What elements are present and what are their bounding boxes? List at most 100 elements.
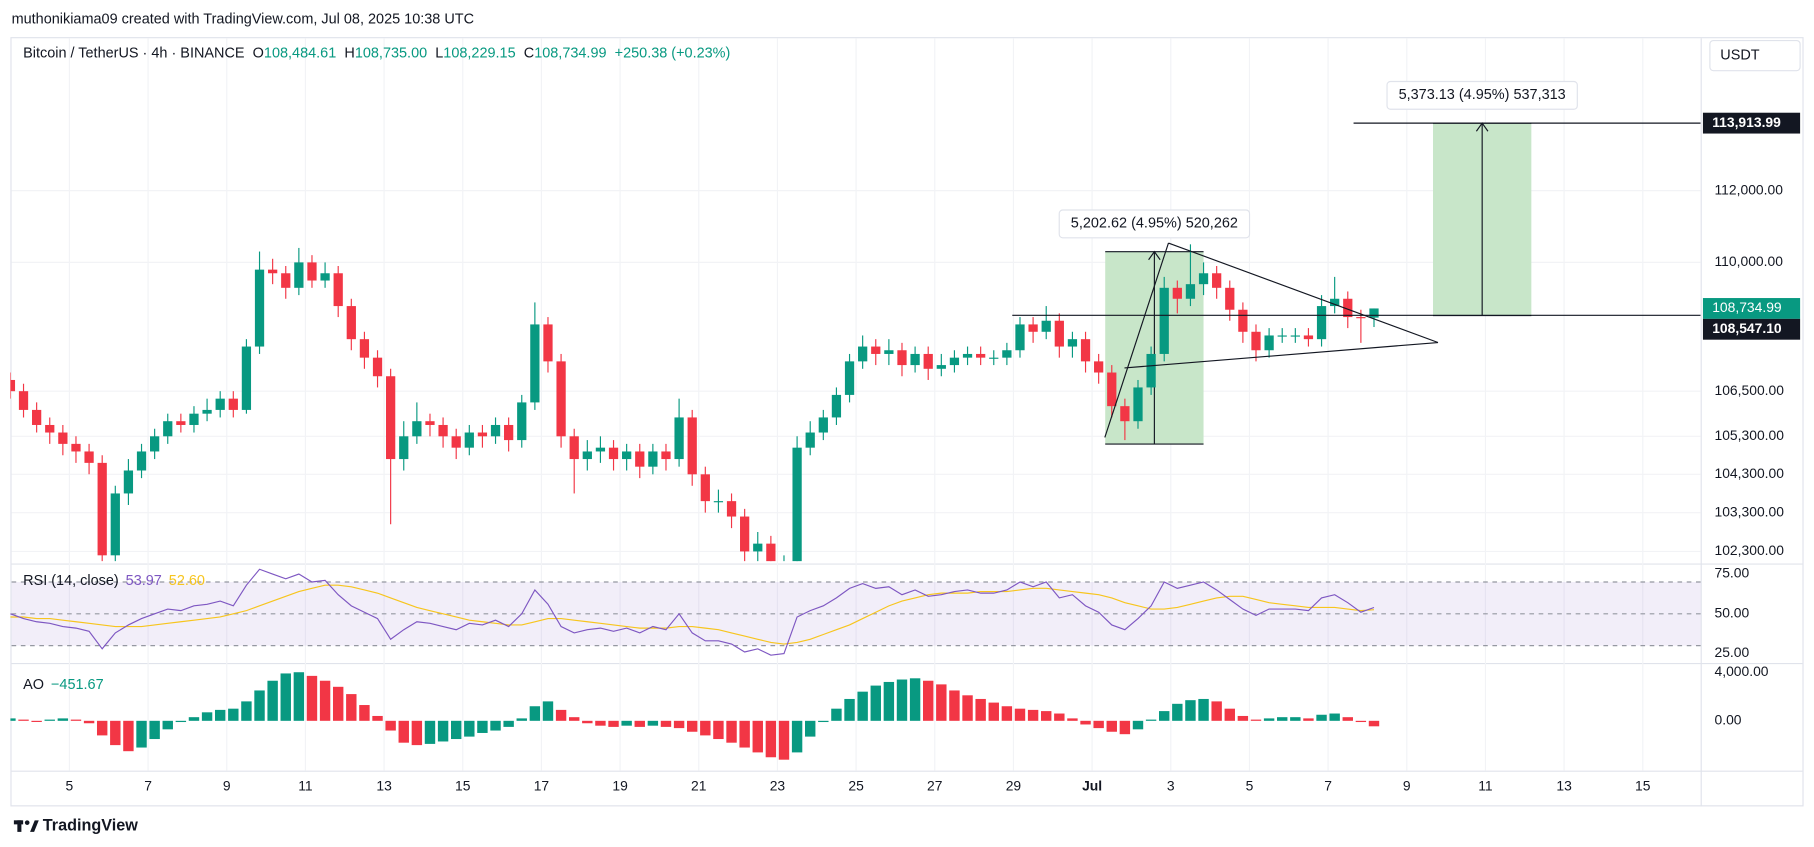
ao-bar bbox=[1263, 718, 1275, 721]
candle-body bbox=[1316, 306, 1327, 340]
ao-legend: AO −451.67 bbox=[23, 677, 103, 693]
ao-bar bbox=[83, 720, 95, 724]
rsi-line bbox=[10, 568, 1375, 656]
rsi-tick-label: 25.00 bbox=[1715, 644, 1750, 660]
x-tick-label: 27 bbox=[927, 777, 943, 793]
candle-body bbox=[359, 339, 370, 358]
ao-bar bbox=[1014, 708, 1026, 721]
ao-bar bbox=[765, 720, 777, 758]
last-price-box bbox=[1702, 298, 1801, 319]
rsi-title: RSI (14, close) bbox=[23, 573, 119, 589]
rsi-tick-label: 50.00 bbox=[1715, 604, 1750, 620]
ao-bar bbox=[1093, 720, 1104, 729]
rsi-ma-value: 52.60 bbox=[169, 573, 205, 589]
x-tick-label: 13 bbox=[376, 777, 392, 793]
candle-body bbox=[163, 421, 173, 437]
candle-body bbox=[740, 516, 750, 552]
y-tick-label: 112,000.00 bbox=[1715, 181, 1784, 197]
ao-bar bbox=[228, 708, 239, 721]
candle-body bbox=[858, 346, 868, 362]
x-tick-label: 9 bbox=[1403, 777, 1411, 793]
candle-body bbox=[543, 324, 553, 362]
ao-bar bbox=[44, 719, 55, 721]
candle-body bbox=[608, 447, 619, 460]
candle-body bbox=[1028, 324, 1038, 332]
candle-body bbox=[1198, 273, 1209, 285]
candle-body bbox=[1107, 372, 1117, 407]
ao-bar bbox=[791, 720, 803, 753]
ao-bar bbox=[1067, 718, 1078, 721]
measure-label: 5,202.62 (4.95%) 520,262 bbox=[1071, 216, 1238, 232]
ao-bar bbox=[621, 720, 632, 726]
ao-bar bbox=[1329, 713, 1340, 721]
ao-bar bbox=[1041, 711, 1052, 721]
ao-bar bbox=[437, 720, 449, 742]
ao-bar bbox=[975, 698, 986, 721]
ao-bar bbox=[306, 675, 318, 721]
candle-body bbox=[10, 379, 16, 392]
ohlc-value: 108,484.61 bbox=[264, 45, 336, 61]
frame bbox=[10, 37, 1804, 807]
price-line-box bbox=[1702, 318, 1801, 340]
ao-bar bbox=[857, 691, 868, 721]
x-tick-label: 7 bbox=[144, 777, 152, 793]
x-tick-label: Jul bbox=[1082, 777, 1102, 793]
x-tick-label: 11 bbox=[1478, 777, 1493, 793]
ao-bar bbox=[936, 684, 947, 721]
candle-body bbox=[1356, 317, 1366, 319]
candle-body bbox=[1185, 284, 1196, 299]
candle-body bbox=[556, 361, 566, 437]
ao-value: −451.67 bbox=[51, 677, 104, 693]
ao-bar bbox=[385, 720, 396, 731]
ao-bar bbox=[188, 717, 200, 721]
ao-bar bbox=[1080, 720, 1091, 725]
ao-bar bbox=[1027, 709, 1039, 721]
rsi-value: 53.97 bbox=[126, 573, 162, 589]
ao-bar bbox=[450, 720, 462, 740]
candle-body bbox=[923, 353, 933, 369]
candle-body bbox=[1041, 320, 1051, 332]
candle-body bbox=[805, 432, 815, 448]
candle-body bbox=[1303, 335, 1314, 340]
candle-body bbox=[123, 470, 134, 494]
candle-body bbox=[215, 398, 225, 410]
candle-body bbox=[1146, 353, 1156, 388]
y-tick-label: 104,300.00 bbox=[1715, 465, 1785, 481]
candle-body bbox=[346, 306, 356, 340]
x-tick-label: 7 bbox=[1324, 777, 1332, 793]
ao-bar bbox=[96, 720, 108, 736]
ao-bar bbox=[267, 680, 278, 721]
ao-bar bbox=[1198, 698, 1209, 721]
x-tick-label: 11 bbox=[298, 777, 313, 793]
candle-body bbox=[792, 447, 802, 562]
candle-body bbox=[1133, 387, 1143, 422]
candle-body bbox=[372, 357, 383, 377]
candle-body bbox=[490, 424, 501, 437]
candle-body bbox=[1212, 273, 1222, 288]
candle-body bbox=[110, 493, 120, 556]
currency-button[interactable] bbox=[1709, 39, 1801, 72]
candle-body bbox=[713, 501, 724, 503]
ao-bar bbox=[870, 685, 881, 721]
candle-body bbox=[976, 353, 986, 358]
candle-body bbox=[1330, 298, 1340, 307]
ao-bar bbox=[831, 708, 842, 721]
candle-body bbox=[399, 436, 409, 460]
x-tick-label: 3 bbox=[1167, 777, 1175, 793]
candle-body bbox=[726, 501, 737, 517]
ao-bar bbox=[503, 720, 514, 727]
currency[interactable]: USDT bbox=[1720, 47, 1760, 63]
ao-bar bbox=[1119, 720, 1131, 735]
ao-bar bbox=[608, 720, 619, 727]
candle-body bbox=[674, 417, 684, 460]
candle-body bbox=[320, 273, 330, 281]
candle-body bbox=[936, 365, 946, 369]
candle-body bbox=[1067, 339, 1078, 347]
ao-bar bbox=[1368, 720, 1380, 727]
ao-bar bbox=[1224, 708, 1235, 721]
ao-bar bbox=[1250, 719, 1262, 721]
x-tick-label: 17 bbox=[534, 777, 550, 793]
ao-bar bbox=[555, 709, 567, 721]
ao-bar bbox=[713, 720, 724, 740]
